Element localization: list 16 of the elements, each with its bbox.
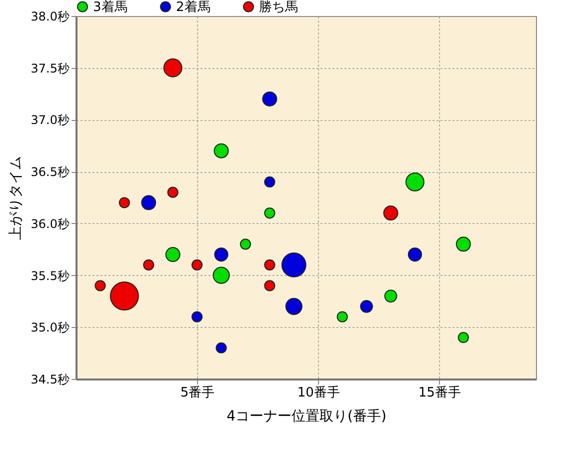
- y-tick-label: 35.0秒: [30, 320, 70, 335]
- y-axis-title: 上がりタイム: [8, 156, 24, 240]
- x-tick-label: 5番手: [180, 386, 215, 400]
- y-tick-label: 37.5秒: [30, 61, 70, 76]
- legend-label: 2着馬: [176, 0, 210, 15]
- legend-label: 3着馬: [93, 0, 128, 15]
- y-tick-label: 36.0秒: [30, 216, 70, 231]
- y-tick-label: 37.0秒: [30, 113, 70, 128]
- y-tick-label: 36.5秒: [30, 165, 70, 180]
- y-tick-label: 34.5秒: [30, 372, 70, 386]
- x-tick-label: 10番手: [297, 386, 340, 400]
- x-axis-title: 4コーナー位置取り(番手): [226, 408, 386, 424]
- x-tick-label: 15番手: [418, 386, 461, 400]
- legend-label: 勝ち馬: [259, 0, 298, 15]
- y-tick-label: 38.0秒: [30, 10, 70, 24]
- y-tick-label: 35.5秒: [30, 268, 70, 283]
